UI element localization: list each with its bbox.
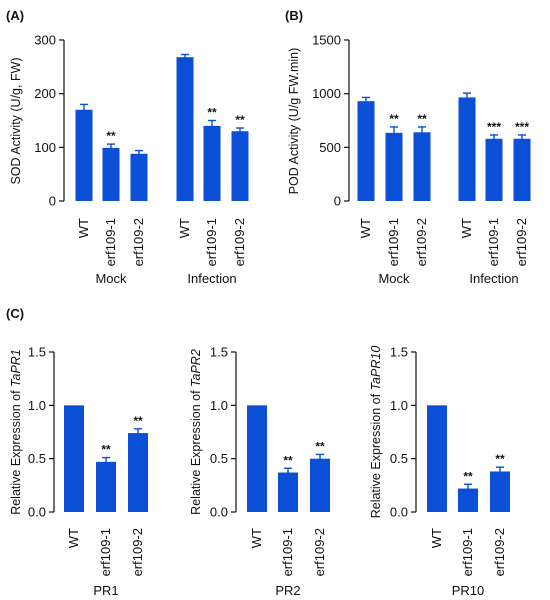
y-axis-title-gene: TaPR1: [9, 349, 23, 387]
significance-marker: **: [495, 452, 505, 466]
y-axis-title-prefix: Relative Expression of: [189, 387, 203, 515]
significance-marker: **: [463, 469, 473, 483]
x-tick-label: erf109-1: [103, 218, 118, 266]
significance-marker: **: [101, 443, 111, 457]
x-tick-label: WT: [76, 218, 91, 238]
y-tick-label: 0.0: [210, 505, 228, 520]
y-tick-label: 0.5: [28, 451, 46, 466]
significance-marker: **: [283, 453, 293, 467]
bar: [278, 472, 298, 512]
y-axis-title-prefix: Relative Expression of: [369, 390, 383, 518]
x-tick-label: erf109-2: [414, 218, 429, 266]
bar: [458, 97, 476, 201]
y-tick-label: 0.0: [28, 505, 46, 520]
y-axis-title: POD Activity (U/g FW.min): [287, 48, 301, 195]
y-tick-label: 1000: [312, 86, 341, 101]
x-tick-label: erf109-2: [492, 528, 507, 576]
x-tick-label: erf109-1: [486, 218, 501, 266]
bar: [485, 138, 503, 201]
bar: [427, 405, 447, 512]
y-tick-label: 500: [319, 140, 341, 155]
x-tick-label: WT: [249, 528, 264, 548]
group-label: Infection: [469, 271, 518, 286]
bar: [64, 405, 84, 512]
significance-marker: **: [106, 129, 116, 143]
y-tick-label: 0.0: [390, 505, 408, 520]
bar: [96, 461, 116, 512]
significance-marker: **: [417, 112, 427, 126]
x-tick-label: erf109-2: [131, 218, 146, 266]
y-tick-label: 1.5: [210, 345, 228, 360]
significance-marker: **: [133, 414, 143, 428]
x-tick-label: erf109-1: [460, 528, 475, 576]
y-tick-label: 0: [49, 194, 56, 209]
bar: [513, 138, 531, 201]
y-tick-label: 1.0: [28, 398, 46, 413]
y-tick-label: 1.0: [390, 398, 408, 413]
panel-label: (C): [6, 306, 24, 321]
x-tick-label: WT: [177, 218, 192, 238]
y-axis-title-gene: TaPR10: [369, 346, 383, 391]
bar: [357, 101, 375, 201]
significance-marker: **: [207, 106, 217, 120]
bar: [130, 153, 148, 201]
x-tick-label: erf109-2: [130, 528, 145, 576]
group-label: Mock: [95, 271, 127, 286]
panel-label: (B): [285, 8, 303, 23]
y-axis-title: Relative Expression of TaPR1: [9, 349, 23, 515]
bar: [458, 488, 478, 512]
y-tick-label: 0.5: [390, 451, 408, 466]
bar: [231, 131, 249, 201]
significance-marker: ***: [515, 120, 529, 134]
bar: [75, 109, 93, 201]
panel-label: (A): [6, 8, 24, 23]
x-axis-title: PR1: [93, 583, 118, 598]
y-tick-label: 0.5: [210, 451, 228, 466]
group-label: Infection: [187, 271, 236, 286]
x-tick-label: erf109-2: [232, 218, 247, 266]
y-axis-title: SOD Activity (U/g, FW): [9, 57, 23, 184]
bar: [102, 147, 120, 201]
x-axis-title: PR10: [452, 583, 485, 598]
bar: [385, 132, 403, 201]
group-label: Mock: [378, 271, 410, 286]
y-tick-label: 1.5: [390, 345, 408, 360]
x-tick-label: WT: [358, 218, 373, 238]
bar: [247, 405, 267, 512]
bar: [176, 57, 194, 201]
y-axis-title: Relative Expression of TaPR2: [189, 349, 203, 515]
y-axis-title-gene: TaPR2: [189, 349, 203, 387]
significance-marker: **: [389, 112, 399, 126]
y-tick-label: 1500: [312, 33, 341, 48]
bar: [490, 471, 510, 512]
y-tick-label: 200: [34, 86, 56, 101]
x-tick-label: WT: [66, 528, 81, 548]
bar: [128, 433, 148, 512]
x-tick-label: WT: [429, 528, 444, 548]
y-axis-title-prefix: Relative Expression of: [9, 387, 23, 515]
y-tick-label: 0: [334, 194, 341, 209]
y-axis-title: Relative Expression of TaPR10: [369, 346, 383, 519]
x-tick-label: erf109-2: [312, 528, 327, 576]
x-tick-label: erf109-1: [98, 528, 113, 576]
significance-marker: **: [235, 113, 245, 127]
y-tick-label: 1.0: [210, 398, 228, 413]
x-tick-label: erf109-2: [514, 218, 529, 266]
x-tick-label: WT: [459, 218, 474, 238]
y-tick-label: 1.5: [28, 345, 46, 360]
significance-marker: **: [315, 439, 325, 453]
x-tick-label: erf109-1: [204, 218, 219, 266]
x-axis-title: PR2: [275, 583, 300, 598]
bar: [413, 132, 431, 201]
bar: [310, 458, 330, 512]
y-tick-label: 300: [34, 33, 56, 48]
significance-marker: ***: [487, 120, 501, 134]
bar: [203, 125, 221, 201]
x-tick-label: erf109-1: [386, 218, 401, 266]
y-tick-label: 100: [34, 140, 56, 155]
x-tick-label: erf109-1: [280, 528, 295, 576]
